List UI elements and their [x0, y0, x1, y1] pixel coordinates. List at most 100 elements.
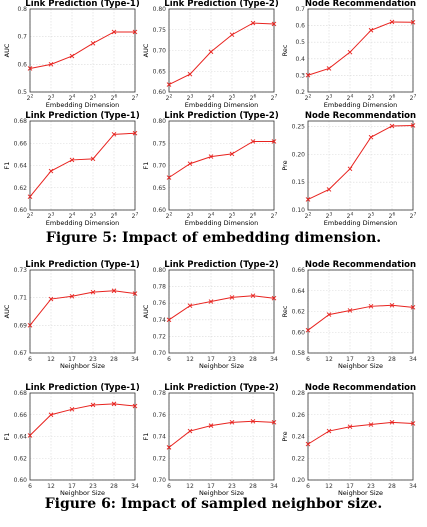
y-tick-label: 0.80 — [153, 118, 167, 125]
x-tick-exponent: 4 — [72, 212, 75, 218]
x-tick-exponent: 2 — [169, 212, 172, 218]
y-tick-label: 0.3 — [295, 72, 305, 79]
x-tick-exponent: 6 — [114, 94, 117, 100]
x-tick-label: 22 — [27, 212, 34, 221]
y-tick-label: 0.15 — [292, 179, 306, 186]
x-tick-label: 23 — [326, 212, 333, 221]
x-tick-label: 27 — [132, 94, 139, 103]
y-tick-label: 0.28 — [292, 390, 306, 397]
x-tick-exponent: 5 — [371, 212, 374, 218]
data-point — [389, 123, 395, 129]
x-tick-exponent: 3 — [51, 212, 54, 218]
data-point — [271, 139, 277, 144]
plot-frame — [29, 269, 136, 354]
x-axis-label: Neighbor Size — [199, 489, 244, 497]
data-point — [69, 53, 75, 59]
x-tick-label: 6 — [167, 483, 171, 490]
x-tick-label: 26 — [111, 94, 118, 103]
y-tick-label: 0.80 — [153, 267, 167, 274]
data-point — [90, 289, 96, 295]
data-point — [166, 445, 172, 450]
x-tick-label: 17 — [68, 483, 76, 490]
data-point — [187, 71, 193, 77]
data-point — [69, 293, 75, 299]
y-axis-label: F1 — [142, 433, 150, 441]
x-tick-label: 25 — [229, 94, 236, 103]
y-tick-label: 0.62 — [14, 455, 28, 462]
x-tick-label: 27 — [271, 212, 278, 221]
x-axis-label: Embedding Dimension — [185, 101, 258, 109]
series-line — [29, 31, 135, 69]
y-tick-label: 0.20 — [292, 477, 306, 484]
y-tick-label: 0.74 — [153, 317, 167, 324]
y-tick-label: 0.76 — [153, 412, 167, 419]
series-line — [307, 421, 414, 445]
y-axis-label: AUC — [142, 304, 150, 318]
y-tick-label: 0.67 — [14, 350, 28, 357]
x-tick-exponent: 5 — [371, 94, 374, 100]
y-tick-label: 0.70 — [153, 163, 167, 170]
x-tick-label: 22 — [27, 94, 34, 103]
x-tick-exponent: 4 — [211, 212, 214, 218]
data-point — [250, 293, 256, 299]
x-tick-exponent: 7 — [135, 212, 138, 218]
x-tick-label: 25 — [368, 94, 375, 103]
chart-title: Link Prediction (Type-2) — [164, 0, 279, 9]
y-tick-label: 0.64 — [292, 288, 306, 295]
series-line — [307, 21, 414, 76]
x-axis-label: Embedding Dimension — [185, 219, 258, 227]
data-point — [326, 428, 332, 434]
data-point — [48, 296, 54, 302]
data-point — [90, 402, 96, 408]
x-tick-label: 26 — [250, 212, 257, 221]
y-tick-label: 0.5 — [295, 39, 305, 46]
x-tick-label: 28 — [110, 483, 118, 490]
data-point — [166, 317, 172, 323]
x-tick-label: 27 — [410, 94, 417, 103]
data-point — [250, 139, 256, 144]
x-tick-label: 26 — [389, 94, 396, 103]
y-tick-label: 0.64 — [14, 163, 28, 170]
chart-10: Link Prediction (Type-1) 0.60 0.62 0.64 0.66… — [3, 383, 140, 497]
x-tick-label: 6 — [167, 356, 171, 363]
y-tick-label: 0.70 — [153, 477, 167, 484]
x-tick-label: 25 — [368, 212, 375, 221]
plot-frame — [307, 392, 414, 481]
data-point — [69, 406, 75, 412]
plot-frame — [168, 120, 275, 211]
chart-title: Node Recommendation — [305, 0, 416, 9]
x-tick-exponent: 4 — [350, 94, 353, 100]
y-tick-label: 0.24 — [292, 434, 306, 441]
y-tick-label: 0.71 — [14, 295, 28, 302]
data-point — [208, 299, 214, 304]
y-tick-label: 0.60 — [14, 477, 28, 484]
data-point — [111, 288, 117, 294]
data-point — [187, 428, 193, 434]
x-tick-label: 28 — [249, 356, 257, 363]
chart-title: Link Prediction (Type-1) — [25, 383, 140, 393]
data-point — [271, 420, 277, 425]
x-tick-exponent: 4 — [211, 94, 214, 100]
data-point — [305, 327, 311, 333]
x-tick-label: 12 — [47, 483, 55, 490]
x-tick-label: 23 — [228, 356, 236, 363]
x-tick-exponent: 4 — [72, 94, 75, 100]
x-tick-label: 28 — [249, 483, 257, 490]
x-tick-label: 23 — [89, 483, 97, 490]
x-tick-exponent: 2 — [308, 212, 311, 218]
data-point — [27, 323, 33, 328]
chart-title: Link Prediction (Type-1) — [25, 111, 140, 121]
x-tick-label: 6 — [306, 483, 310, 490]
y-tick-label: 0.75 — [153, 140, 167, 147]
x-tick-label: 23 — [367, 356, 375, 363]
data-point — [208, 49, 214, 55]
chart-9: Node Recommendation 0.58 0.60 0.62 0.64 0.66 6… — [281, 260, 417, 370]
plot-frame — [168, 8, 275, 93]
chart-title: Node Recommendation — [305, 111, 416, 121]
y-tick-label: 0.75 — [153, 27, 167, 34]
data-point — [229, 32, 235, 38]
x-tick-label: 17 — [68, 356, 76, 363]
data-point — [347, 308, 353, 313]
x-tick-label: 22 — [305, 212, 312, 221]
chart-title: Link Prediction (Type-1) — [25, 0, 140, 9]
